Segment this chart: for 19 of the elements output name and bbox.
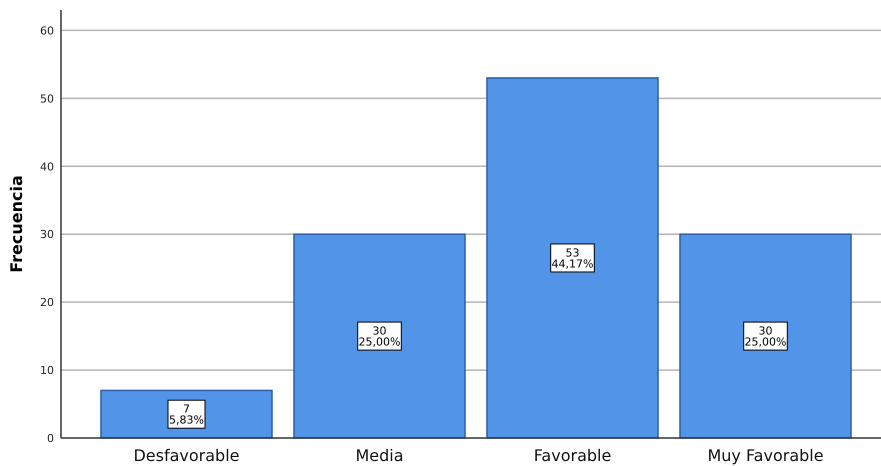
y-tick-label: 50 (40, 92, 54, 106)
y-tick-label: 60 (40, 24, 54, 38)
x-tick-label: Desfavorable (133, 446, 240, 465)
y-axis-title: Frecuencia (7, 175, 26, 273)
data-label: 30 25,00% (744, 324, 786, 349)
data-label: 30 25,00% (358, 324, 400, 349)
bar (679, 233, 852, 439)
x-tick-label: Favorable (534, 446, 612, 465)
y-tick-label: 30 (40, 228, 54, 242)
y-tick-label: 0 (47, 432, 54, 445)
data-label: 53 44,17% (552, 246, 594, 270)
bar (293, 233, 466, 439)
y-tick-label: 40 (40, 160, 54, 174)
bar (486, 77, 659, 439)
y-tick-label: 20 (40, 296, 54, 310)
x-tick-label: Muy Favorable (707, 446, 824, 465)
data-label: 7 5,83% (169, 402, 204, 427)
y-tick-label: 10 (40, 364, 54, 378)
x-tick-label: Media (355, 446, 404, 465)
